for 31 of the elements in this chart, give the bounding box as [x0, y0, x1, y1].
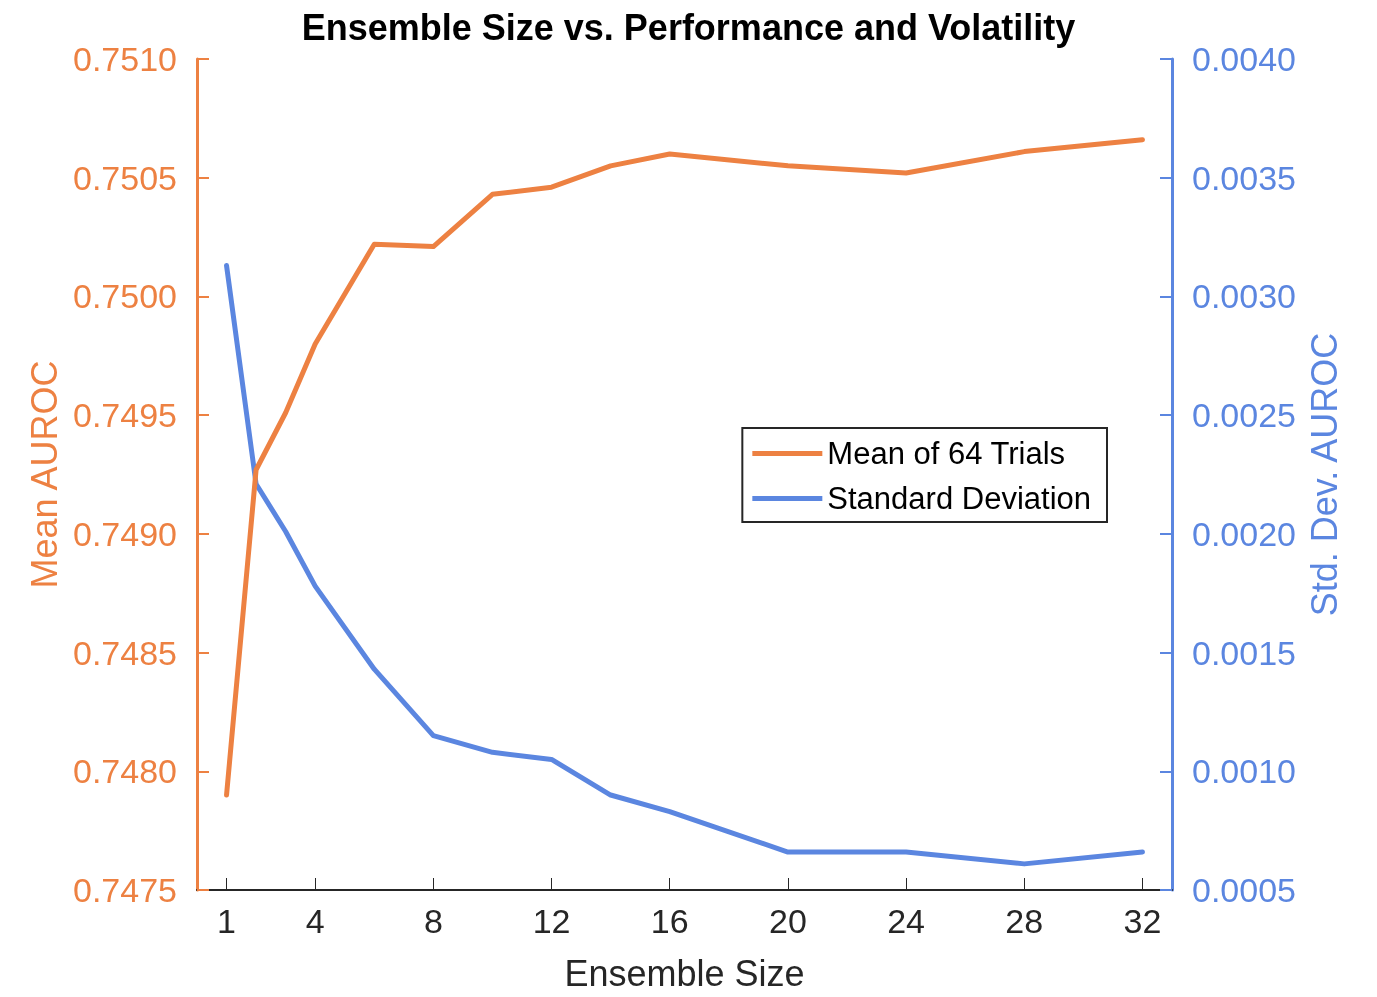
y-tick-label: 0.7510: [73, 40, 177, 78]
x-tick-label: 4: [305, 902, 325, 940]
y2-tick-label: 0.0025: [1192, 396, 1296, 435]
x-tick-label: 16: [650, 902, 689, 940]
y2-tick-label: 0.0030: [1192, 277, 1296, 316]
y2-tick-label: 0.0040: [1192, 40, 1296, 78]
x-tick-label: 28: [1005, 902, 1044, 940]
y2-tick-label: 0.0010: [1192, 752, 1296, 791]
y-tick-label: 0.7495: [73, 396, 177, 435]
x-tick-label: 1: [217, 902, 237, 940]
legend-label: Standard Deviation: [827, 481, 1092, 516]
y2-tick-label: 0.0005: [1192, 871, 1296, 909]
y2-axis-title: Std. Dev. AUROC: [1304, 332, 1346, 617]
x-tick-label: 12: [532, 902, 571, 940]
y-tick-label: 0.7480: [73, 752, 177, 791]
x-tick-label: 8: [423, 902, 443, 940]
y-axis-title: Mean AUROC: [23, 360, 65, 589]
y-tick-label: 0.7505: [73, 158, 177, 197]
y-tick-label: 0.7500: [73, 277, 177, 316]
x-tick-label: 24: [887, 902, 925, 940]
y-tick-label: 0.7475: [73, 871, 177, 909]
x-tick-label: 32: [1123, 902, 1162, 940]
x-tick-label: 20: [769, 902, 807, 940]
y2-tick-label: 0.0035: [1192, 158, 1296, 197]
y2-tick-label: 0.0015: [1192, 633, 1296, 672]
x-axis-title: Ensemble Size: [564, 952, 805, 994]
y-tick-label: 0.7485: [73, 633, 177, 672]
y-tick-label: 0.7490: [73, 514, 177, 553]
chart-title: Ensemble Size vs. Performance and Volatility: [301, 6, 1076, 48]
y2-tick-label: 0.0020: [1192, 514, 1296, 553]
legend-label: Mean of 64 Trials: [827, 436, 1066, 471]
